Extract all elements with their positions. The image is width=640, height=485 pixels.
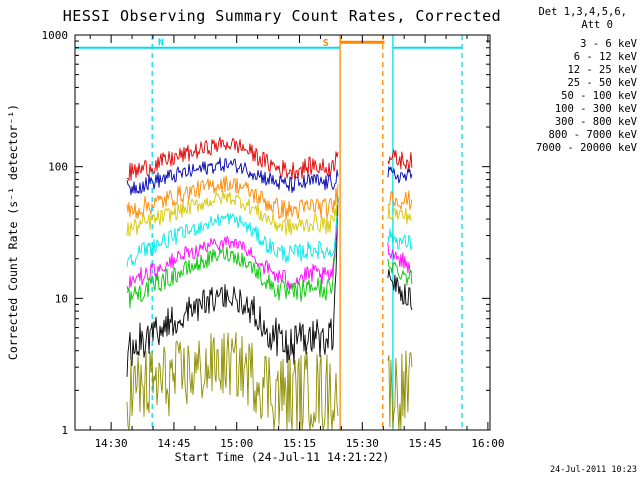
plot-frame: [74, 34, 491, 431]
legend-header-detectors: Det 1,3,4,5,6,: [538, 6, 627, 18]
trace-12-25-kev: [126, 196, 339, 309]
x-tick-label: 15:30: [346, 437, 379, 450]
x-tick-label: 16:00: [471, 437, 504, 450]
trace-300-800-kev: [126, 136, 339, 181]
night-flag-label: N: [158, 37, 164, 48]
trace-50-100-kev: [126, 190, 339, 236]
trace-12-25-kev: [387, 258, 413, 286]
legend-entry-6-12-kev: 6 - 12 keV: [574, 51, 638, 63]
x-tick-label: 15:00: [220, 437, 253, 450]
y-tick-label: 1000: [42, 29, 69, 42]
trace-6-12-kev: [126, 213, 339, 291]
x-tick-label: 14:45: [157, 437, 190, 450]
axes: 14:30 14:45 15:00 15:15 15:30 15:45 16:00 1 10 10…: [42, 29, 505, 450]
flag-vlines: [151, 35, 463, 430]
chart-title: HESSI Observing Summary Count Rates, Cor…: [63, 7, 501, 25]
x-axis-label: Start Time (24-Jul-11 14:21:22): [175, 450, 390, 464]
trace-100-300-kev: [126, 175, 339, 221]
trace-3-6-kev: [126, 198, 339, 377]
y-tick-label: 100: [48, 161, 68, 174]
trace-3-6-kev: [387, 269, 413, 311]
y-axis-label: Corrected Count Rate (s⁻¹ detector⁻¹): [6, 104, 20, 360]
trace-25-50-kev: [126, 212, 339, 267]
legend-entry-7000-20000-kev: 7000 - 20000 keV: [536, 142, 638, 154]
trace-25-50-kev: [387, 228, 413, 251]
legend-entry-3-6-kev: 3 - 6 keV: [580, 38, 638, 50]
legend-entry-12-25-kev: 12 - 25 keV: [567, 64, 637, 76]
series-traces: [126, 136, 413, 431]
creation-timestamp: 24-Jul-2011 10:23: [550, 465, 637, 475]
saa-flag-label: S: [323, 38, 329, 49]
legend-header-attenuator: Att 0: [581, 19, 613, 31]
trace-6-12-kev: [387, 242, 413, 274]
trace-300-800-kev: [387, 149, 413, 171]
legend-entry-300-800-kev: 300 - 800 keV: [555, 116, 638, 128]
x-tick-label: 15:15: [283, 437, 316, 450]
x-tick-label: 14:30: [95, 437, 128, 450]
legend-entry-25-50-kev: 25 - 50 keV: [567, 77, 637, 89]
trace-7000-20000-kev: [387, 350, 413, 431]
y-tick-label: 1: [61, 424, 68, 437]
legend-entry-800-7000-kev: 800 - 7000 keV: [548, 129, 637, 141]
y-tick-label: 10: [55, 292, 68, 305]
x-tick-label: 15:45: [409, 437, 442, 450]
trace-7000-20000-kev: [126, 332, 339, 431]
trace-800-7000-kev: [387, 166, 413, 184]
legend-entry-100-300-kev: 100 - 300 keV: [555, 103, 638, 115]
trace-800-7000-kev: [126, 157, 339, 196]
trace-100-300-kev: [387, 190, 413, 211]
trace-50-100-kev: [387, 205, 413, 225]
legend-entry-50-100-kev: 50 - 100 keV: [561, 90, 638, 102]
